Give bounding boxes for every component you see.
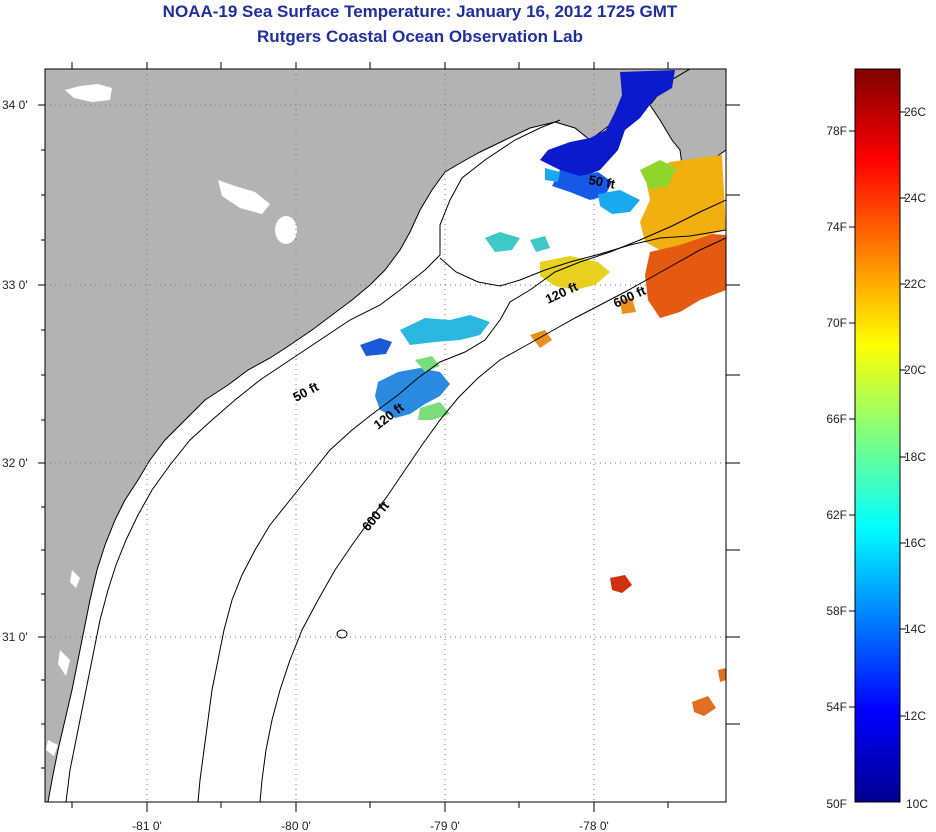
colorbar-label-c: 22C bbox=[904, 277, 926, 291]
colorbar-label-c: 26C bbox=[904, 105, 926, 119]
sst-data bbox=[360, 70, 726, 716]
isobath-600ft bbox=[259, 237, 726, 802]
lon-tick-label: -78 0' bbox=[579, 819, 609, 832]
map-subtitle: Rutgers Coastal Ocean Observation Lab bbox=[257, 27, 583, 46]
colorbar-ticks bbox=[849, 111, 906, 717]
colorbar-label-c: 12C bbox=[904, 709, 926, 723]
colorbar-label-f: 78F bbox=[826, 124, 847, 138]
lat-tick-label: 32 0' bbox=[2, 456, 28, 470]
land-lake bbox=[218, 180, 270, 214]
colorbar-label-f: 62F bbox=[826, 508, 847, 522]
colorbar-label-c: 20C bbox=[904, 363, 926, 377]
colorbar-label-c: 10C bbox=[906, 797, 928, 811]
colorbar-label-c: 16C bbox=[904, 536, 926, 550]
colorbar-label-f: 74F bbox=[826, 220, 847, 234]
lon-tick-label: -79 0' bbox=[430, 819, 460, 832]
land-lake bbox=[275, 216, 297, 244]
graticule bbox=[45, 69, 726, 802]
isobath-120ft bbox=[197, 199, 726, 802]
colorbar-label-f: 54F bbox=[826, 700, 847, 714]
colorbar-label-f: 58F bbox=[826, 604, 847, 618]
isobath-50ft bbox=[65, 119, 561, 802]
colorbar-label-f: 70F bbox=[826, 316, 847, 330]
lon-tick-label: -80 0' bbox=[281, 819, 311, 832]
contour-label: 50 ft bbox=[587, 172, 617, 192]
seamount-contour bbox=[336, 629, 348, 639]
tick-marks bbox=[38, 62, 740, 812]
colorbar-label-c: 14C bbox=[904, 622, 926, 636]
lat-tick-label: 31 0' bbox=[2, 630, 28, 644]
colorbar-label-f: 66F bbox=[826, 412, 847, 426]
map-frame bbox=[44, 68, 727, 803]
map-title: NOAA-19 Sea Surface Temperature: January… bbox=[162, 2, 678, 21]
lat-tick-label: 34 0' bbox=[2, 98, 28, 112]
land-mass bbox=[45, 69, 691, 802]
colorbar-label-c: 24C bbox=[904, 191, 926, 205]
colorbar bbox=[854, 68, 901, 803]
land-lake bbox=[46, 570, 80, 756]
colorbar-label-c: 18C bbox=[904, 450, 926, 464]
isobath-50ft bbox=[439, 229, 726, 287]
lat-tick-label: 33 0' bbox=[2, 278, 28, 292]
colorbar-label-f: 50F bbox=[826, 797, 847, 811]
land-lake bbox=[65, 84, 112, 102]
lon-tick-label: -81 0' bbox=[132, 819, 162, 832]
